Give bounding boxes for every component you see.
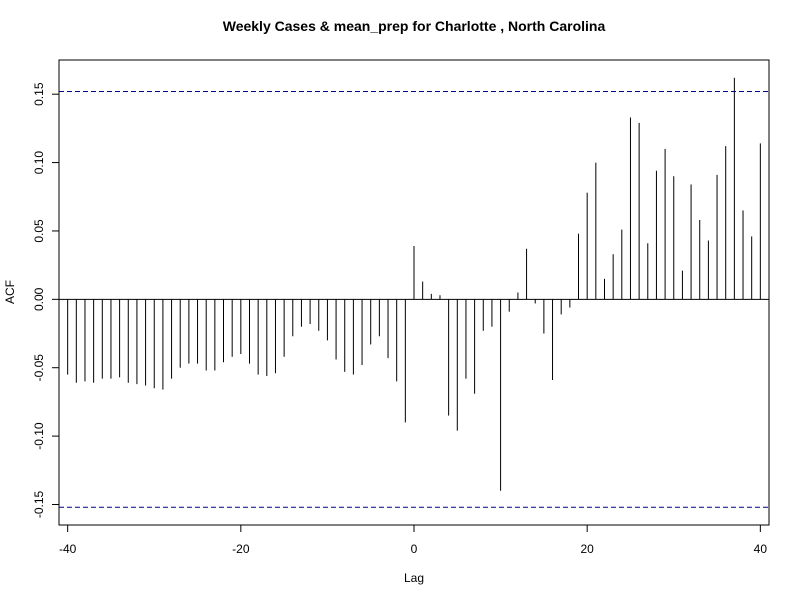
confidence-lines <box>59 90 769 508</box>
y-axis: -0.15 -0.10 -0.05 0.00 0.05 0.10 0.15 <box>32 82 59 518</box>
y-tick-label: 0.05 <box>32 219 46 243</box>
y-axis-label: ACF <box>3 280 17 304</box>
x-tick-label: 0 <box>411 542 418 556</box>
y-tick-label: -0.10 <box>32 422 46 450</box>
x-tick-label: 40 <box>754 542 768 556</box>
x-tick-label: -20 <box>232 542 250 556</box>
chart-title: Weekly Cases & mean_prep for Charlotte ,… <box>223 18 606 34</box>
y-tick-label: 0.15 <box>32 82 46 106</box>
x-tick-label: 20 <box>580 542 594 556</box>
y-tick-label: 0.00 <box>32 287 46 311</box>
y-tick-label: -0.05 <box>32 354 46 382</box>
x-tick-label: -40 <box>59 542 77 556</box>
acf-bars <box>67 77 761 491</box>
x-axis-label: Lag <box>404 571 424 585</box>
y-tick-label: 0.10 <box>32 151 46 175</box>
x-axis: -40 -20 0 20 40 <box>59 524 768 556</box>
y-tick-label: -0.15 <box>32 490 46 518</box>
